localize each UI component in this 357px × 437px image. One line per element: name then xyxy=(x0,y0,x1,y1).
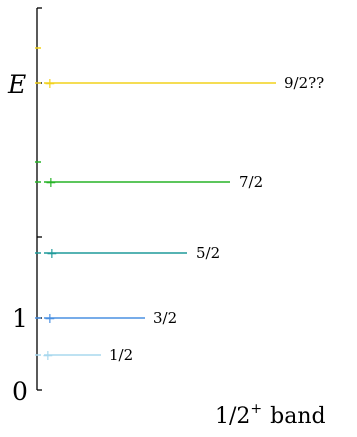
level-spin-label: 1/2 xyxy=(109,346,133,364)
level-spin-label: 7/2 xyxy=(239,173,263,191)
level-spin-label: 5/2 xyxy=(196,244,220,262)
level-group: +1/2 + 3/2 + 5/2 + 7/2 + 9/2?? xyxy=(35,47,324,364)
level-parity-mark: + xyxy=(46,246,58,262)
level-parity-mark: + xyxy=(44,311,56,327)
level-spin-label: 3/2 xyxy=(153,309,177,327)
band-caption: 1/2+ band xyxy=(215,401,326,429)
level-parity-mark: + xyxy=(42,348,54,364)
level-parity-mark: + xyxy=(44,76,56,92)
axis-label-E: E xyxy=(7,70,26,99)
axis-label-zero: 0 xyxy=(12,377,28,406)
level-spin-label: 9/2?? xyxy=(284,74,324,92)
band-caption-spin: 1/2 xyxy=(215,404,250,429)
band-caption-word: band xyxy=(270,404,325,429)
axis-label-one: 1 xyxy=(12,304,28,333)
level-parity-mark: + xyxy=(45,175,57,191)
band-caption-parity: + xyxy=(250,401,262,417)
